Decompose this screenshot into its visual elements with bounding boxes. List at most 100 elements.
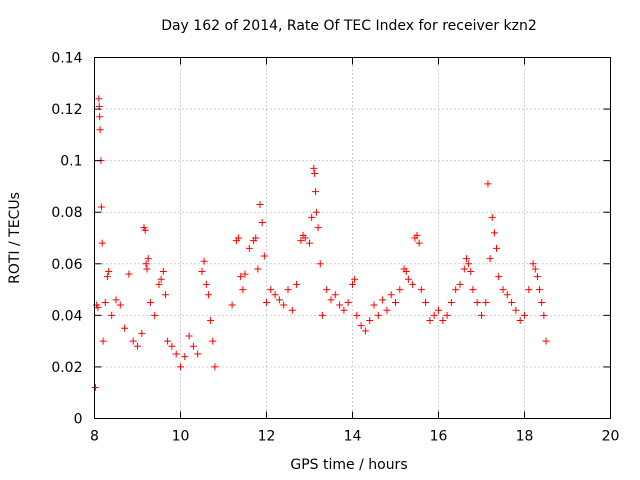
y-tick-label: 0.12 xyxy=(51,102,82,118)
data-point xyxy=(204,291,212,299)
data-point xyxy=(144,255,152,263)
data-point xyxy=(241,270,249,278)
data-points xyxy=(91,95,550,392)
data-point xyxy=(284,286,292,294)
data-point xyxy=(357,322,365,330)
data-point xyxy=(142,260,150,268)
data-point xyxy=(301,234,309,242)
data-point xyxy=(146,298,154,306)
data-point xyxy=(96,113,104,121)
data-point xyxy=(198,268,206,276)
data-point xyxy=(280,301,288,309)
data-point xyxy=(536,286,544,294)
data-point xyxy=(493,244,501,252)
data-point xyxy=(275,296,283,304)
data-point xyxy=(172,350,180,358)
data-point xyxy=(293,280,301,288)
x-tick-label: 14 xyxy=(344,429,362,445)
data-point xyxy=(177,363,184,371)
data-point xyxy=(181,353,189,361)
data-point xyxy=(96,126,104,134)
data-point xyxy=(392,298,399,306)
data-point xyxy=(200,257,208,265)
data-point xyxy=(185,332,193,340)
data-point xyxy=(116,301,124,309)
data-point xyxy=(108,311,116,319)
data-point xyxy=(529,260,537,268)
data-point xyxy=(460,265,468,273)
data-point xyxy=(95,95,103,103)
data-point xyxy=(361,327,369,335)
data-point xyxy=(336,301,344,309)
data-point xyxy=(103,273,111,281)
data-point xyxy=(488,213,496,221)
data-point xyxy=(157,275,165,283)
data-point xyxy=(484,180,492,188)
x-axis-label: GPS time / hours xyxy=(290,457,407,473)
data-point xyxy=(164,337,172,345)
x-tick-label: 18 xyxy=(516,429,534,445)
data-point xyxy=(91,384,99,392)
data-point xyxy=(402,268,410,276)
y-tick-label: 0.02 xyxy=(51,360,82,376)
data-point xyxy=(297,237,305,245)
y-axis-label: ROTI / TECUs xyxy=(7,192,23,284)
x-tick-label: 16 xyxy=(430,429,448,445)
data-point xyxy=(314,224,322,232)
data-point xyxy=(503,291,511,299)
data-point xyxy=(516,317,524,325)
data-point xyxy=(141,226,149,234)
data-point xyxy=(99,337,107,345)
data-point xyxy=(366,317,374,325)
data-point xyxy=(370,301,378,309)
data-point xyxy=(168,342,176,350)
data-point xyxy=(495,273,503,281)
data-point xyxy=(379,296,387,304)
data-point xyxy=(155,280,163,288)
data-point xyxy=(447,298,455,306)
data-point xyxy=(151,311,159,319)
x-tick-label: 10 xyxy=(172,429,190,445)
data-point xyxy=(228,301,236,309)
data-point xyxy=(312,188,320,196)
data-point xyxy=(415,239,423,247)
y-tick-label: 0.1 xyxy=(60,154,82,170)
chart-title: Day 162 of 2014, Rate Of TEC Index for r… xyxy=(161,18,537,34)
data-point xyxy=(260,252,268,260)
data-point xyxy=(452,286,460,294)
data-point xyxy=(288,306,296,314)
y-tick-label: 0 xyxy=(74,412,83,428)
y-tick-label: 0.08 xyxy=(51,205,82,221)
data-point xyxy=(538,298,546,306)
axis-ticks xyxy=(94,57,611,419)
data-point xyxy=(540,311,548,319)
data-point xyxy=(121,324,129,332)
data-point xyxy=(467,268,475,276)
data-point xyxy=(312,208,320,216)
data-point xyxy=(331,291,339,299)
data-point xyxy=(308,213,316,221)
y-tick-label: 0.06 xyxy=(51,257,82,273)
data-point xyxy=(409,280,417,288)
data-point xyxy=(271,291,279,299)
data-point xyxy=(499,286,507,294)
data-point xyxy=(310,164,318,172)
data-point xyxy=(430,311,438,319)
x-tick-label: 8 xyxy=(90,429,99,445)
data-point xyxy=(387,291,395,299)
data-point xyxy=(404,275,412,283)
data-point xyxy=(98,239,106,247)
data-point xyxy=(521,311,528,319)
data-point xyxy=(327,296,335,304)
data-point xyxy=(161,291,169,299)
data-point xyxy=(349,280,356,288)
data-point xyxy=(235,234,243,242)
data-point xyxy=(323,286,331,294)
data-point xyxy=(340,306,348,314)
data-point xyxy=(478,311,485,319)
data-point xyxy=(112,296,120,304)
data-point xyxy=(306,239,313,247)
data-point xyxy=(462,255,470,263)
grid-lines xyxy=(94,57,611,419)
